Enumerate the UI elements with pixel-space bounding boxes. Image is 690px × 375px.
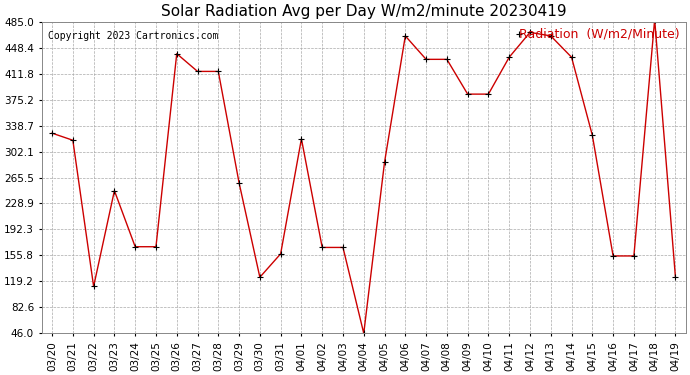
Radiation  (W/m2/Minute) [297,136,306,141]
Radiation  (W/m2/Minute) [256,275,264,279]
Radiation  (W/m2/Minute) [110,188,119,193]
Radiation  (W/m2/Minute) [422,57,431,62]
Radiation  (W/m2/Minute) [318,245,326,250]
Radiation  (W/m2/Minute) [214,69,222,74]
Radiation  (W/m2/Minute) [277,252,285,256]
Radiation  (W/m2/Minute) [48,131,56,135]
Radiation  (W/m2/Minute) [505,55,513,60]
Radiation  (W/m2/Minute) [464,92,472,96]
Radiation  (W/m2/Minute) [651,17,659,22]
Radiation  (W/m2/Minute) [609,254,618,258]
Radiation  (W/m2/Minute) [359,331,368,336]
Radiation  (W/m2/Minute) [235,181,243,185]
Radiation  (W/m2/Minute) [380,160,388,165]
Radiation  (W/m2/Minute) [630,254,638,258]
Radiation  (W/m2/Minute) [152,244,160,249]
Radiation  (W/m2/Minute) [193,69,201,74]
Radiation  (W/m2/Minute) [567,55,575,60]
Radiation  (W/m2/Minute) [484,92,493,96]
Radiation  (W/m2/Minute) [90,284,98,289]
Radiation  (W/m2/Minute) [671,275,680,279]
Radiation  (W/m2/Minute) [69,138,77,142]
Text: Copyright 2023 Cartronics.com: Copyright 2023 Cartronics.com [48,31,219,41]
Radiation  (W/m2/Minute) [401,34,409,38]
Radiation  (W/m2/Minute) [339,245,347,250]
Radiation  (W/m2/Minute) [131,244,139,249]
Legend: Radiation  (W/m2/Minute): Radiation (W/m2/Minute) [519,28,680,41]
Radiation  (W/m2/Minute) [588,133,596,138]
Title: Solar Radiation Avg per Day W/m2/minute 20230419: Solar Radiation Avg per Day W/m2/minute … [161,4,566,19]
Radiation  (W/m2/Minute) [443,57,451,62]
Radiation  (W/m2/Minute) [172,51,181,56]
Radiation  (W/m2/Minute) [546,34,555,38]
Line: Radiation  (W/m2/Minute): Radiation (W/m2/Minute) [49,17,678,336]
Radiation  (W/m2/Minute) [526,30,534,34]
